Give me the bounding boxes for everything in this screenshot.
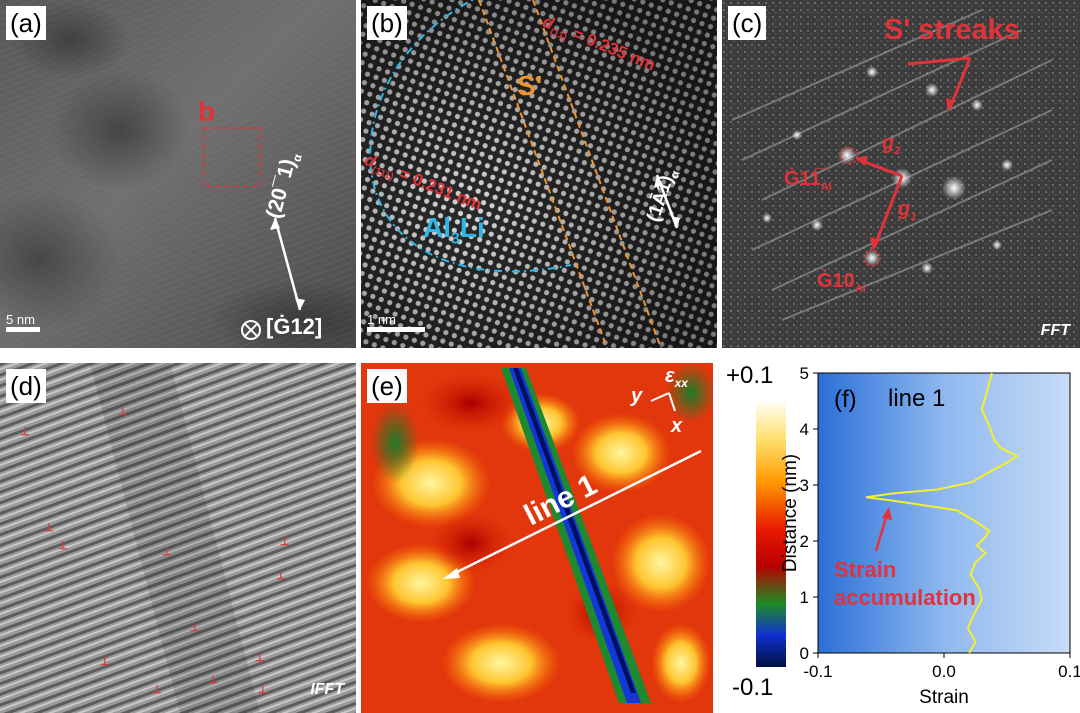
x-tick-label: 0.1 — [1058, 662, 1080, 681]
scale-bar — [367, 327, 425, 332]
panel-b-image — [361, 0, 717, 348]
scale-bar-label: 1 nm — [367, 312, 396, 327]
y-axis-label: Distance (nm) — [780, 454, 801, 572]
annotation-label-2: accumulation — [834, 585, 976, 610]
x-tick-label: -0.1 — [803, 662, 832, 681]
colorbar-min-label: -0.1 — [732, 674, 774, 701]
y-tick-label: 3 — [800, 476, 809, 495]
panel-e-strain-map — [361, 363, 713, 713]
svg-text:⊥: ⊥ — [208, 674, 218, 686]
x-tick-label: 0.0 — [932, 662, 956, 681]
colorbar: +0.1 -0.1 — [720, 356, 810, 706]
y-tick-label: 1 — [800, 588, 809, 607]
svg-text:⊥: ⊥ — [44, 522, 54, 534]
al3li-label: Al3Li — [423, 212, 485, 248]
streaks-label: S' streaks — [884, 14, 1020, 46]
axis-y-arrow — [650, 392, 670, 402]
direction-arrow — [273, 217, 302, 311]
line-1-arrow — [446, 449, 702, 579]
panel-a: (a) b (20¯1)α [Ġ12] 5 nm — [0, 0, 356, 348]
g2-label: g2 — [882, 132, 901, 157]
streaks-pointer-2 — [948, 57, 972, 109]
al3li-boundary — [369, 0, 572, 273]
spot-label-2: Ġ10Al — [817, 270, 866, 295]
s-prime-boundary-left — [478, 0, 608, 348]
s-prime-boundary-right — [532, 0, 662, 348]
axis-x-label: x — [671, 415, 683, 437]
strain-series-line — [865, 372, 1020, 654]
streaks — [731, 9, 1053, 321]
panel-d: ⊥ ⊥ ⊥ ⊥ ⊥ ⊥ ⊥ ⊥ ⊥ ⊥ ⊥ ⊥ ⊥ (d) IFFT — [0, 363, 356, 713]
axis-y-label: y — [631, 385, 643, 407]
panel-c-image — [722, 0, 1080, 348]
fft-label: FFT — [1040, 322, 1070, 339]
svg-text:⊥: ⊥ — [258, 684, 268, 696]
spot-circle-2 — [863, 249, 881, 267]
annotation-label-1: Strain — [834, 557, 897, 582]
panel-d-tag: (d) — [6, 369, 46, 403]
line-1-label: line 1 — [888, 385, 946, 412]
spot-label-1: Ġ11̅Al — [784, 168, 832, 193]
colorbar-max-label: +0.1 — [726, 362, 774, 389]
axis-x-arrow — [668, 392, 676, 412]
svg-text:⊥: ⊥ — [276, 570, 286, 582]
g1-label: g1 — [898, 198, 917, 223]
strain-component-label: εxx — [665, 365, 688, 390]
ifft-label: IFFT — [310, 681, 344, 698]
svg-text:⊥: ⊥ — [100, 656, 110, 668]
svg-text:⊥: ⊥ — [255, 652, 265, 664]
svg-text:⊥: ⊥ — [280, 536, 290, 548]
panel-f: 0 1 2 3 4 5 -0.1 0.0 0.1 Strain Distance (nm) (f) … — [770, 363, 1080, 713]
svg-text:⊥: ⊥ — [58, 540, 68, 552]
scale-bar-label: 5 nm — [6, 312, 35, 327]
panel-e: (e) line 1 y x εxx — [361, 363, 713, 713]
dislocation-markers: ⊥ ⊥ ⊥ ⊥ ⊥ ⊥ ⊥ ⊥ ⊥ ⊥ ⊥ ⊥ ⊥ — [20, 406, 290, 696]
plot-area — [817, 372, 1071, 654]
streaks-pointer-1 — [907, 56, 971, 66]
strain-profile-chart: 0 1 2 3 4 5 -0.1 0.0 0.1 Strain Distance (nm) — [780, 364, 1080, 708]
panel-b-tag: (b) — [367, 6, 407, 40]
panel-c-tag: (c) — [728, 6, 767, 40]
y-tick-label: 5 — [800, 364, 809, 383]
y-tick-label: 4 — [800, 420, 809, 439]
panel-c: (c) S' streaks g2 g1 Ġ11̅Al Ġ10Al FFT — [722, 0, 1080, 348]
inset-label: b — [198, 96, 216, 127]
panel-a-tag: (a) — [6, 6, 46, 40]
inset-box — [203, 127, 261, 187]
svg-text:⊥: ⊥ — [118, 406, 128, 418]
s-prime-core — [513, 368, 636, 693]
colorbar-gradient — [756, 402, 786, 667]
s-prime-label: S' — [517, 70, 543, 101]
spot-circle-1 — [840, 147, 858, 165]
zone-axis-icon — [241, 320, 261, 340]
scale-bar — [6, 327, 40, 332]
panel-a-image — [0, 0, 356, 348]
y-tick-label: 2 — [800, 532, 809, 551]
panel-e-tag: (e) — [367, 369, 407, 403]
zone-axis-label: [Ġ12] — [266, 314, 323, 339]
panel-d-image: ⊥ ⊥ ⊥ ⊥ ⊥ ⊥ ⊥ ⊥ ⊥ ⊥ ⊥ ⊥ ⊥ — [0, 363, 356, 713]
g1-vector — [872, 175, 904, 249]
x-axis-label: Strain — [919, 687, 969, 708]
svg-text:⊥: ⊥ — [152, 684, 162, 696]
svg-text:⊥: ⊥ — [162, 546, 172, 558]
panel-f-tag: (f) — [834, 386, 857, 413]
axes: 0 1 2 3 4 5 -0.1 0.0 0.1 Strain Distance (nm) — [780, 364, 1080, 708]
svg-text:⊥: ⊥ — [190, 622, 200, 634]
y-tick-label: 0 — [800, 644, 809, 663]
svg-text:⊥: ⊥ — [20, 426, 30, 438]
panel-b: (b) S' Al3Li d(11̅) = 0.235 nm d(111) = … — [361, 0, 717, 348]
